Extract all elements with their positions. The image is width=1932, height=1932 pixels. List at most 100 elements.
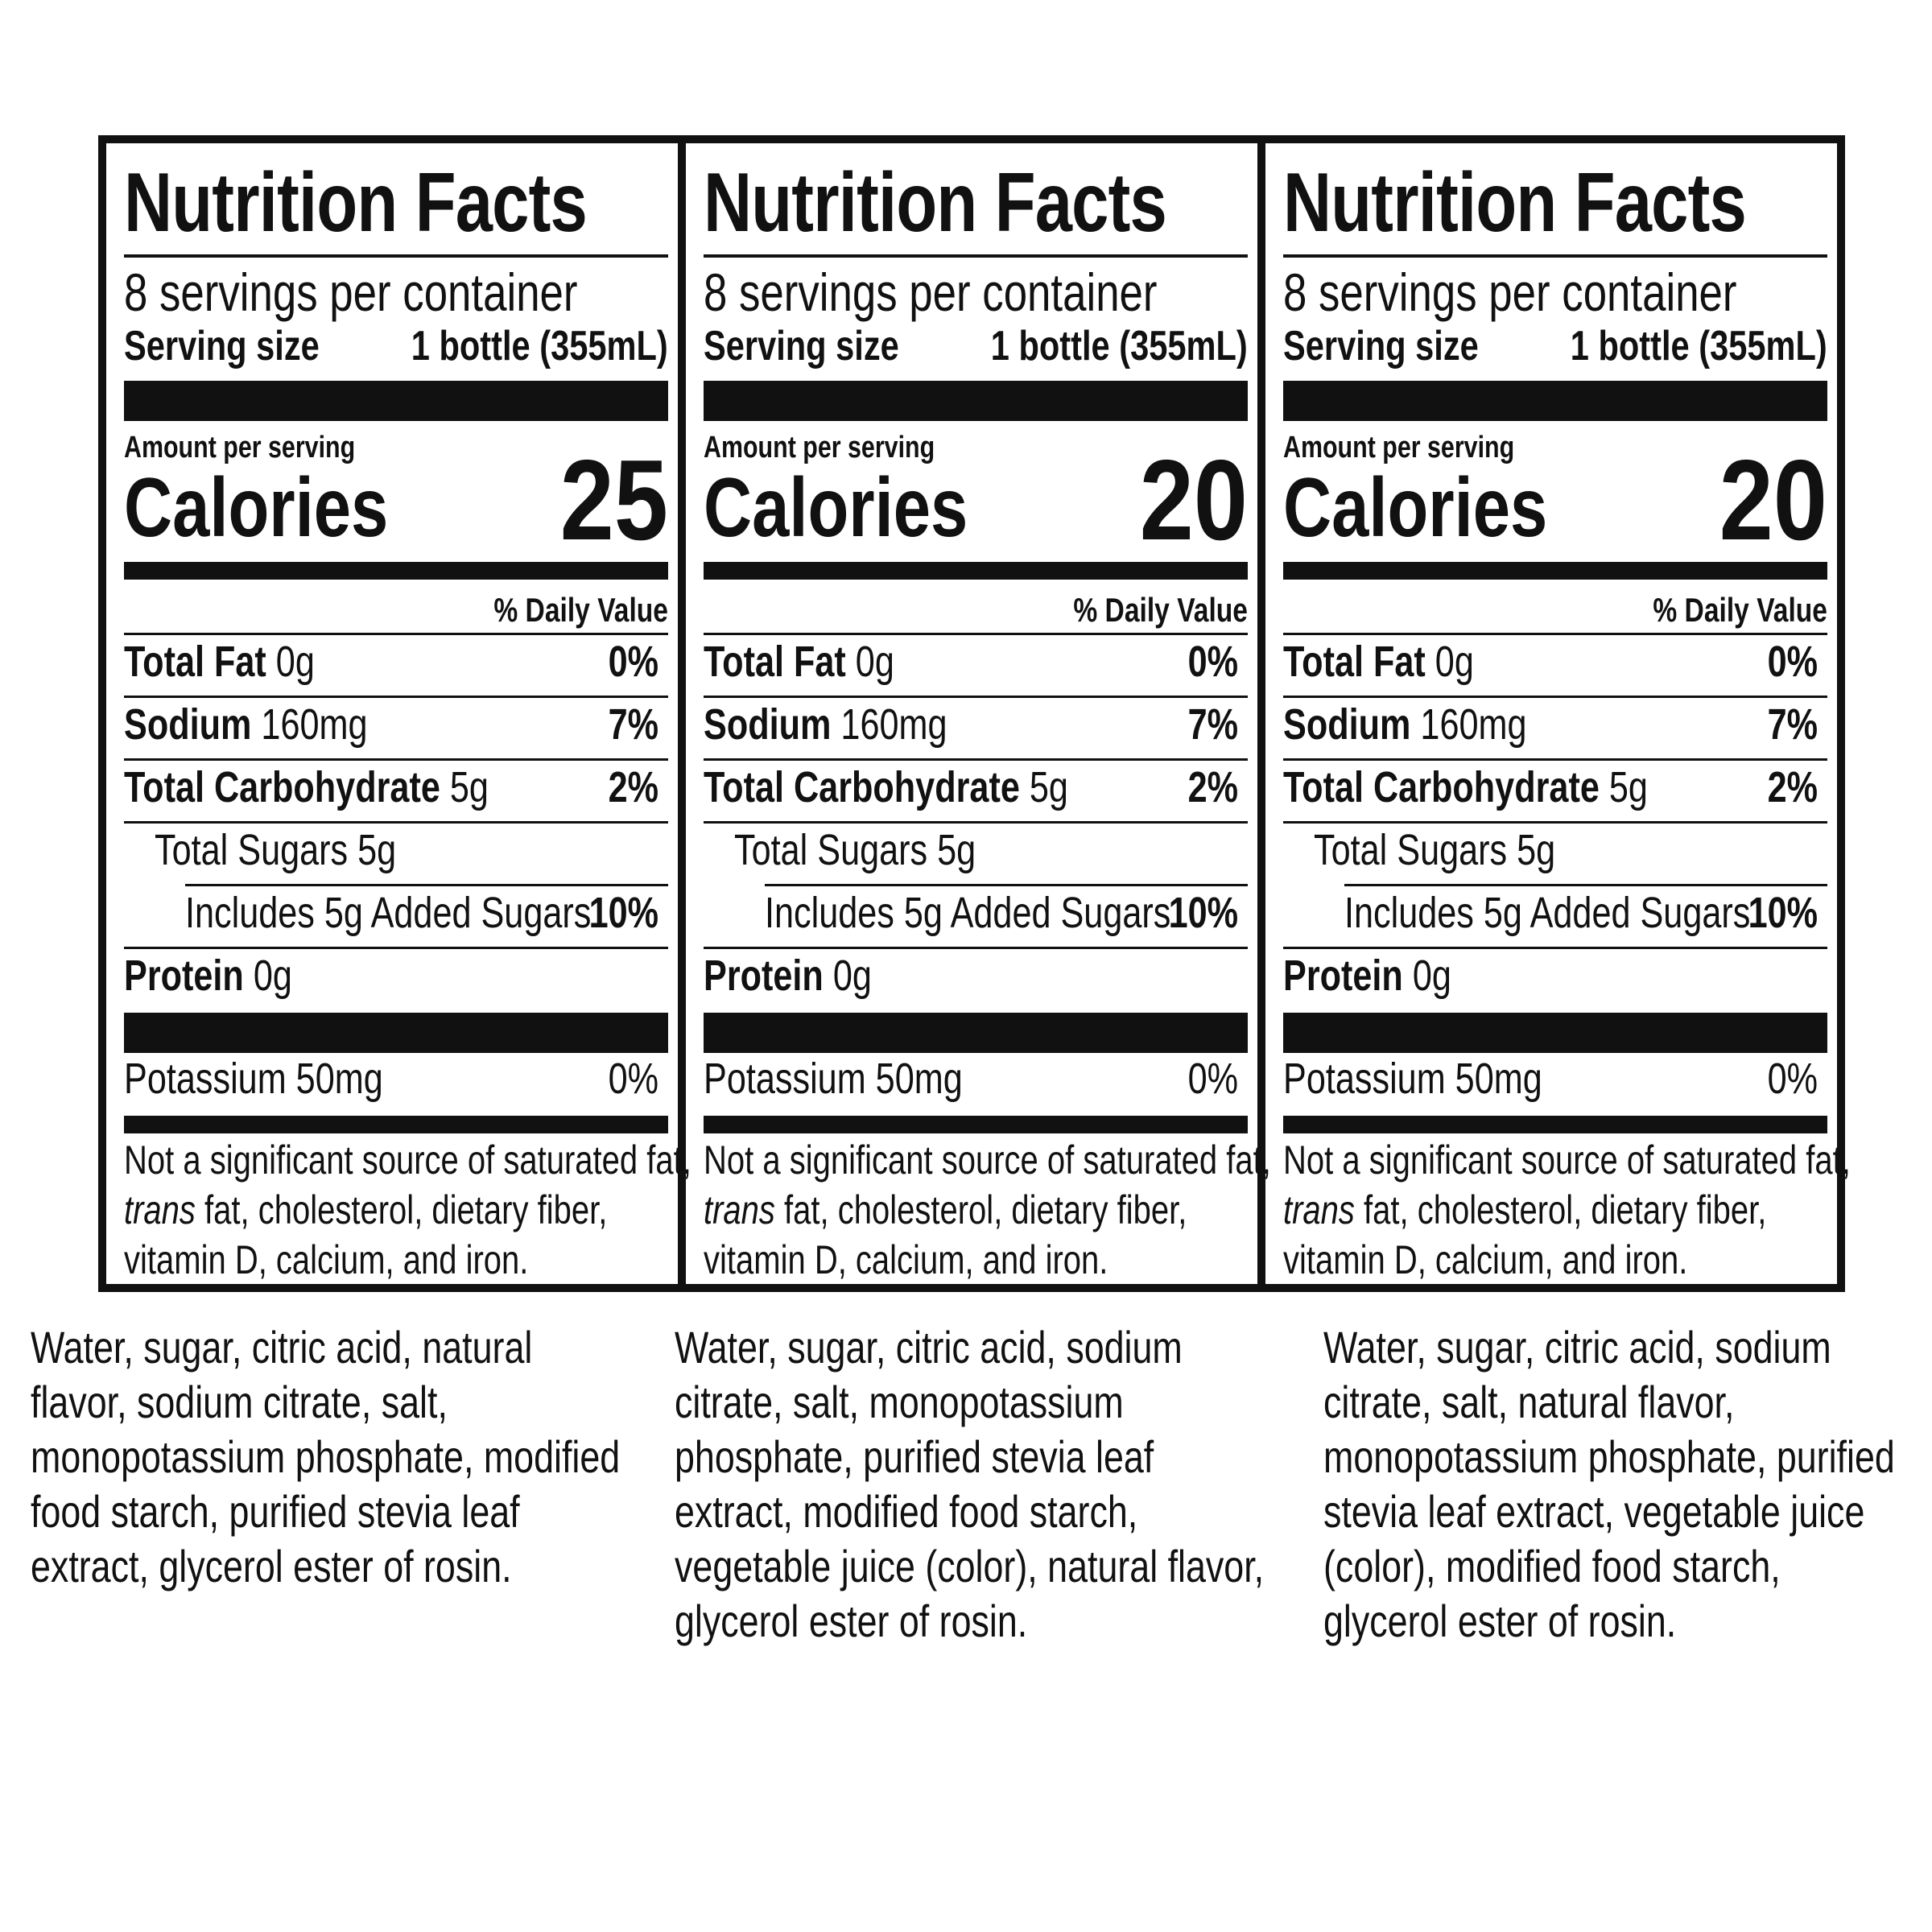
divider [704,758,1248,761]
total-fat-amount: 0g [1435,638,1474,686]
protein-row: Protein 0g [1283,950,1827,1001]
serving-size-value: 1 bottle (355mL) [411,323,668,369]
calories-value: 25 [559,436,668,564]
sodium-label: Sodium [704,700,832,749]
footnote-trans: trans [124,1187,196,1232]
total-fat-dv: 0% [1767,638,1818,686]
footnote-line-2: trans fat, cholesterol, dietary fiber, [1283,1185,1766,1235]
total-carbohydrate-row: Total Carbohydrate 5g 2% [124,762,668,813]
protein-label: Protein [704,952,824,1000]
divider [704,696,1248,698]
total-sugars-row: Total Sugars 5g [1314,824,1827,876]
ingredients-line: flavor, sodium citrate, salt, [31,1377,448,1427]
potassium-dv: 0% [1767,1055,1818,1103]
protein-amount: 0g [832,952,872,1000]
nutrition-facts-panel: Nutrition Facts 8 servings per container… [678,143,1271,1285]
footnote: Not a significant source of saturated fa… [1283,1135,1851,1285]
footnote-trans: trans [704,1187,775,1232]
footnote-line-2-rest: fat, cholesterol, dietary fiber, [1354,1187,1767,1232]
ingredients-line: (color), modified food starch, [1323,1541,1781,1591]
ingredients-line: glycerol ester of rosin. [675,1596,1028,1646]
serving-size-label: Serving size [1283,323,1479,369]
title-rule [704,254,1248,258]
potassium-dv: 0% [608,1055,658,1103]
divider [124,633,668,635]
serving-size-row: Serving size 1 bottle (355mL) [1283,322,1827,370]
footnote-line-3: vitamin D, calcium, and iron. [704,1237,1108,1282]
total-carbohydrate-row: Total Carbohydrate 5g 2% [704,762,1248,813]
footnote: Not a significant source of saturated fa… [704,1135,1271,1285]
serving-size-row: Serving size 1 bottle (355mL) [124,322,668,370]
footnote-line-2-rest: fat, cholesterol, dietary fiber, [195,1187,608,1232]
total-carbohydrate-amount: 5g [449,763,489,811]
sodium-amount: 160mg [1420,700,1527,749]
sodium-label: Sodium [1283,700,1411,749]
serving-size-row: Serving size 1 bottle (355mL) [704,322,1248,370]
divider [704,821,1248,824]
protein-amount: 0g [253,952,292,1000]
amount-per-serving: Amount per serving [704,431,935,464]
thick-rule-bottom [1283,1013,1827,1053]
thick-rule-top [704,381,1248,421]
total-carbohydrate-dv: 2% [608,763,658,811]
ingredients-line: extract, modified food starch, [675,1486,1138,1537]
sodium-row: Sodium 160mg 7% [704,699,1248,750]
total-fat-dv: 0% [608,638,658,686]
calories-rule [704,562,1248,580]
divider [124,821,668,824]
footnote-line-3: vitamin D, calcium, and iron. [124,1237,529,1282]
sodium-dv: 7% [608,700,658,749]
added-sugars-dv: 10% [1748,889,1818,937]
footnote-line-2: trans fat, cholesterol, dietary fiber, [704,1185,1187,1235]
title-rule [1283,254,1827,258]
divider [124,696,668,698]
added-sugars-dv: 10% [588,889,658,937]
footnote-line-2-rest: fat, cholesterol, dietary fiber, [774,1187,1187,1232]
ingredients-line: monopotassium phosphate, modified [31,1431,621,1482]
total-carbohydrate-amount: 5g [1029,763,1068,811]
total-sugars-row: Total Sugars 5g [155,824,668,876]
total-sugars-label: Total Sugars 5g [734,826,976,874]
ingredients-list: Water, sugar, citric acid, sodium citrate… [675,1320,1411,1649]
amount-per-serving: Amount per serving [1283,431,1515,464]
total-carbohydrate-label: Total Carbohydrate [704,763,1020,811]
ingredients-line: phosphate, purified stevia leaf [675,1431,1154,1482]
added-sugars-label: Includes 5g Added Sugars [1344,889,1751,937]
footnote-line-1: Not a significant source of saturated fa… [704,1137,1271,1183]
ingredients-line: citrate, salt, monopotassium [675,1377,1124,1427]
total-fat-label: Total Fat [124,638,266,686]
potassium-label: Potassium 50mg [1283,1055,1542,1103]
protein-row: Protein 0g [704,950,1248,1001]
ingredients-list: Water, sugar, citric acid, sodium citrate… [1323,1320,1932,1649]
potassium-row: Potassium 50mg 0% [124,1053,668,1104]
potassium-label: Potassium 50mg [704,1055,963,1103]
sodium-dv: 7% [1767,700,1818,749]
footnote-rule [704,1116,1248,1133]
total-carbohydrate-dv: 2% [1767,763,1818,811]
divider [1283,758,1827,761]
panel-title: Nutrition Facts [704,156,1167,250]
servings-per-container: 8 servings per container [704,262,1158,322]
thick-rule-top [124,381,668,421]
daily-value-header: % Daily Value [493,591,668,629]
footnote-line-1: Not a significant source of saturated fa… [124,1137,691,1183]
total-fat-label: Total Fat [1283,638,1426,686]
total-carbohydrate-dv: 2% [1187,763,1238,811]
total-fat-amount: 0g [275,638,315,686]
total-fat-row: Total Fat 0g 0% [124,636,668,687]
ingredients-list: Water, sugar, citric acid, natural flavor… [31,1320,767,1594]
daily-value-header: % Daily Value [1073,591,1248,629]
title-rule [124,254,668,258]
calories-label: Calories [1283,461,1548,555]
ingredients-line: citrate, salt, natural flavor, [1323,1377,1735,1427]
divider [704,633,1248,635]
servings-per-container: 8 servings per container [124,262,578,322]
ingredients-line: Water, sugar, citric acid, sodium [1323,1322,1831,1373]
ingredients-line: extract, glycerol ester of rosin. [31,1541,512,1591]
ingredients-line: monopotassium phosphate, purified [1323,1431,1895,1482]
nutrition-facts-panel: Nutrition Facts 8 servings per container… [106,143,691,1284]
footnote-trans: trans [1283,1187,1355,1232]
protein-amount: 0g [1412,952,1451,1000]
nutrition-facts-panel: Nutrition Facts 8 servings per container… [1257,143,1851,1285]
footnote-line-2: trans fat, cholesterol, dietary fiber, [124,1185,607,1235]
